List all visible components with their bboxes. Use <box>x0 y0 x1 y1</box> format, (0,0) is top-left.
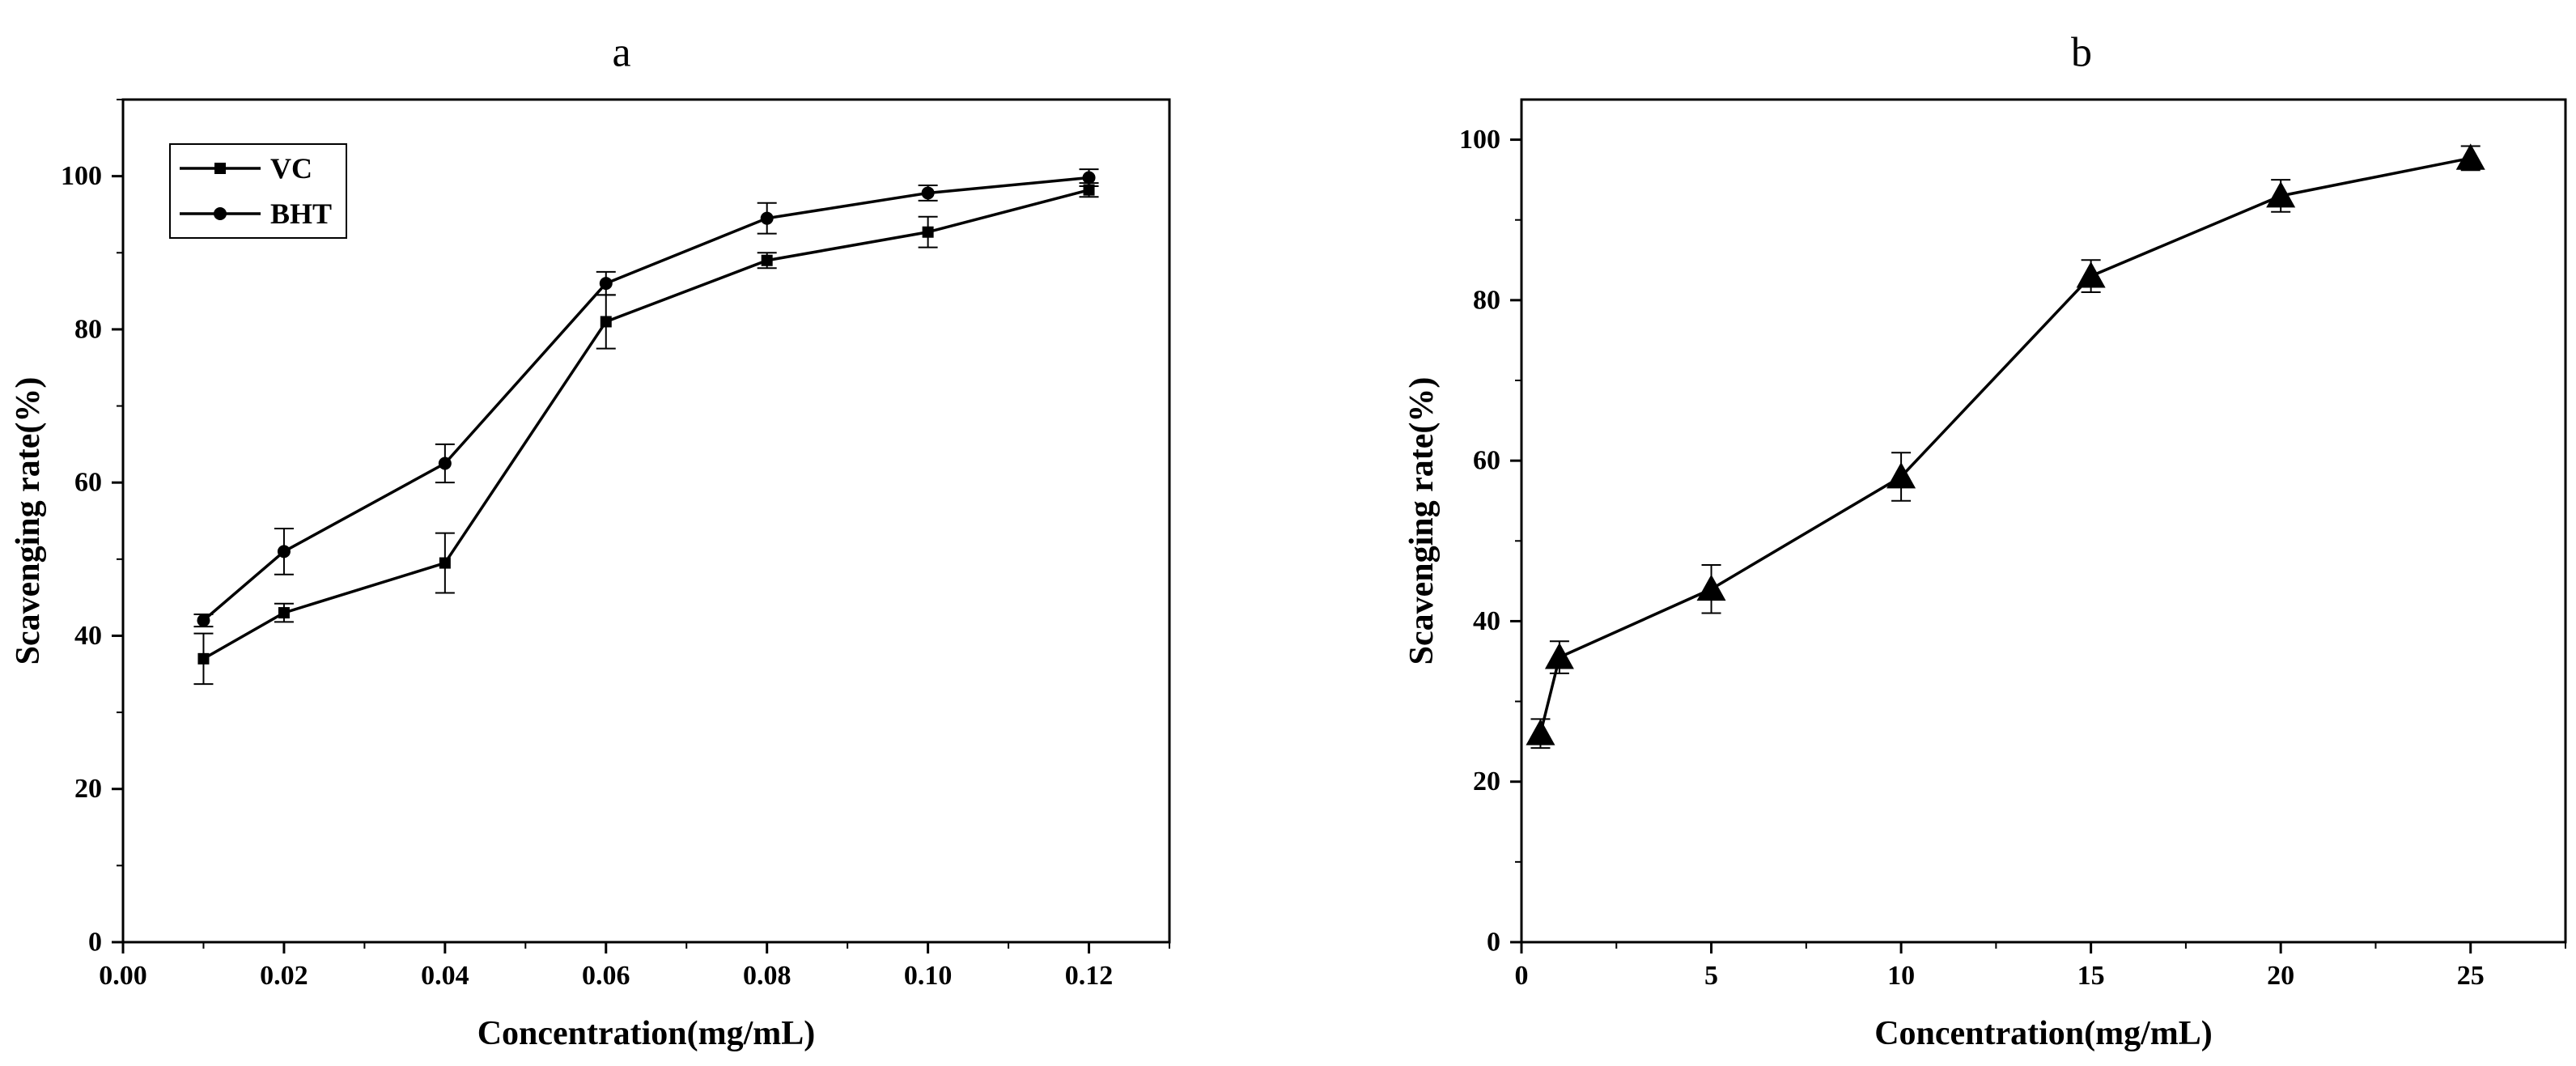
legend-label: BHT <box>270 197 332 230</box>
series-line <box>202 176 1089 622</box>
legend-label: VC <box>270 152 312 185</box>
data-point <box>1696 574 1726 601</box>
y-tick-label: 40 <box>74 621 102 651</box>
x-tick-label: 0.12 <box>1065 961 1114 991</box>
x-tick-label: 5 <box>1704 961 1718 991</box>
panel-a-chart: a 0.00 0.02 0.04 0.06 0.08 0.10 0.12 0 20 40 60 80 10… <box>10 30 1171 1052</box>
data-point <box>599 277 613 291</box>
x-tick-label: 0.10 <box>904 961 953 991</box>
x-axis-label: Concentration(mg/mL) <box>477 1015 816 1052</box>
y-tick-label: 40 <box>1473 606 1500 636</box>
data-point <box>1526 719 1555 745</box>
x-tick-label: 0.04 <box>421 961 469 991</box>
series-line <box>202 188 1089 660</box>
x-tick-label: 25 <box>2457 961 2485 991</box>
y-tick-label: 80 <box>74 314 102 344</box>
y-axis-label: Scavenging rate(%) <box>1403 377 1441 665</box>
data-point <box>1083 184 1095 196</box>
data-point <box>2455 143 2485 170</box>
series-sample <box>1526 143 2485 750</box>
data-point <box>600 316 612 328</box>
legend-marker <box>214 207 227 220</box>
data-point <box>197 614 210 627</box>
data-point <box>1082 171 1096 185</box>
data-point <box>2266 180 2296 208</box>
panel-title: b <box>2071 30 2092 76</box>
data-point <box>1886 461 1916 489</box>
y-tick-label: 60 <box>1473 446 1500 476</box>
x-tick-label: 15 <box>2077 961 2105 991</box>
x-tick-label: 0 <box>1515 961 1529 991</box>
x-axis-label: Concentration(mg/mL) <box>1874 1015 2213 1052</box>
y-tick-label: 80 <box>1473 285 1500 315</box>
plot-frame <box>1520 98 2567 944</box>
data-point <box>277 545 291 558</box>
data-point <box>439 557 451 569</box>
y-tick-label: 20 <box>1473 767 1500 796</box>
y-tick-label: 60 <box>74 468 102 498</box>
legend: VC BHT <box>169 143 347 239</box>
y-tick-label: 0 <box>1487 928 1500 958</box>
data-point <box>2076 261 2106 288</box>
y-tick-label: 100 <box>61 161 102 191</box>
y-tick-label: 100 <box>1459 125 1500 155</box>
x-tick-label: 0.06 <box>582 961 630 991</box>
data-point <box>438 457 452 470</box>
series-vc <box>193 182 1099 686</box>
data-point <box>1544 643 1574 669</box>
x-tick-label: 20 <box>2267 961 2294 991</box>
series-line <box>1538 156 2472 734</box>
legend-marker <box>214 163 226 174</box>
y-tick-label: 20 <box>74 774 102 804</box>
data-point <box>197 652 210 665</box>
plot-frame <box>121 98 1171 944</box>
panel-title: a <box>612 30 630 76</box>
panel-b-chart: b 0 5 10 15 20 25 0 20 40 60 80 100 Concentration(mg/… <box>1403 30 2567 1052</box>
x-tick-label: 0.02 <box>260 961 308 991</box>
data-point <box>760 211 774 225</box>
legend-box <box>169 143 347 239</box>
y-axis-label: Scavenging rate(%) <box>10 377 47 665</box>
data-point <box>278 607 290 619</box>
x-tick-label: 0.08 <box>743 961 791 991</box>
x-tick-label: 10 <box>1887 961 1915 991</box>
data-point <box>922 226 934 238</box>
series-bht <box>193 168 1099 628</box>
x-tick-label: 0.00 <box>99 961 147 991</box>
data-point <box>761 254 773 266</box>
y-tick-label: 0 <box>88 928 102 958</box>
data-point <box>921 186 935 200</box>
